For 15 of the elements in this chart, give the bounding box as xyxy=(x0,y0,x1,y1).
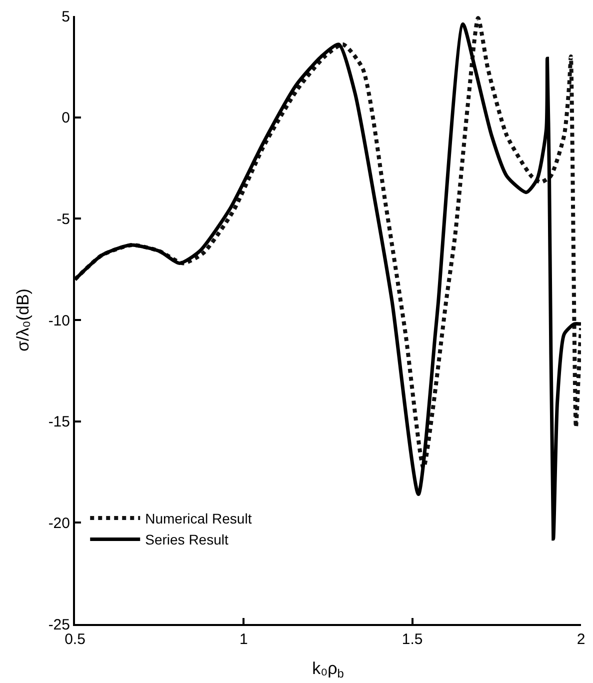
y-tick-label: -25 xyxy=(48,616,70,634)
legend-label: Series Result xyxy=(145,532,228,548)
y-tick-label: -5 xyxy=(56,210,70,228)
x-tick-label: 2 xyxy=(576,631,586,648)
y-tick-label: -10 xyxy=(48,312,70,330)
y-tick-label: 5 xyxy=(62,8,70,26)
y-axis-title: σ/λ₀(dB) xyxy=(13,288,32,352)
x-tick-label: 1.5 xyxy=(402,631,423,648)
y-tick-label: -20 xyxy=(48,514,70,532)
y-tick-label: -15 xyxy=(48,414,70,431)
x-axis-title: k₀ρ$_{b}$ xyxy=(312,658,344,680)
x-tick-label: 1 xyxy=(240,631,248,648)
legend-label: Numerical Result xyxy=(145,510,252,526)
x-tick-label: 0.5 xyxy=(64,631,86,648)
y-tick-label: 0 xyxy=(62,110,70,127)
